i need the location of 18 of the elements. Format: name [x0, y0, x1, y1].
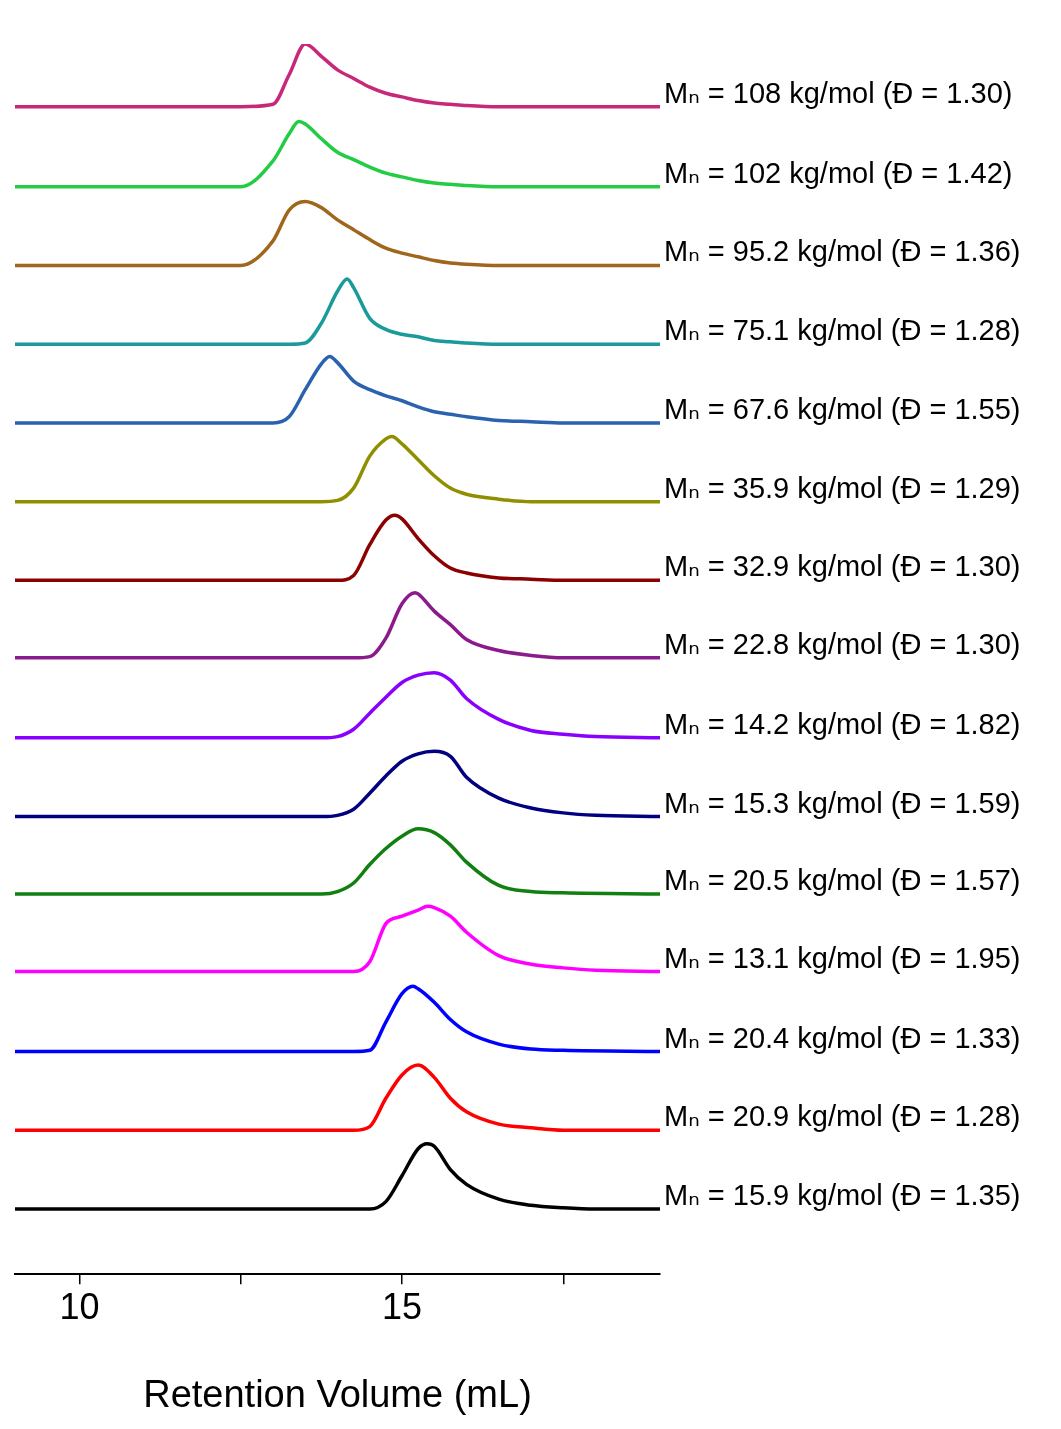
series-label: Mₙ = 20.9 kg/mol (Đ = 1.28): [664, 1100, 1021, 1133]
series-label: Mₙ = 15.9 kg/mol (Đ = 1.35): [664, 1179, 1021, 1211]
series-label: Mₙ = 22.8 kg/mol (Đ = 1.30): [664, 627, 1021, 660]
x-tick-label: 15: [381, 1285, 423, 1327]
x-axis-title: Retention Volume (mL): [143, 1372, 532, 1415]
series-label: Mₙ = 13.1 kg/mol (Đ = 1.95): [664, 941, 1021, 974]
series-label: Mₙ = 35.9 kg/mol (Đ = 1.29): [664, 471, 1021, 504]
x-tick-label: 10: [59, 1285, 100, 1327]
series-label: Mₙ = 75.1 kg/mol (Đ = 1.28): [664, 314, 1021, 347]
series-label: Mₙ = 95.2 kg/mol (Đ = 1.36): [664, 235, 1021, 268]
series-label: Mₙ = 20.5 kg/mol (Đ = 1.57): [664, 864, 1021, 897]
series-label: Mₙ = 15.3 kg/mol (Đ = 1.59): [664, 786, 1021, 819]
series-label: Mₙ = 67.6 kg/mol (Đ = 1.55): [664, 392, 1021, 425]
series-label: Mₙ = 14.2 kg/mol (Đ = 1.82): [664, 707, 1021, 740]
series-label: Mₙ = 20.4 kg/mol (Đ = 1.33): [664, 1021, 1021, 1054]
series-label: Mₙ = 102 kg/mol (Đ = 1.42): [664, 156, 1013, 189]
series-label: Mₙ = 32.9 kg/mol (Đ = 1.30): [664, 550, 1021, 583]
series-label: Mₙ = 108 kg/mol (Đ = 1.30): [664, 76, 1013, 109]
